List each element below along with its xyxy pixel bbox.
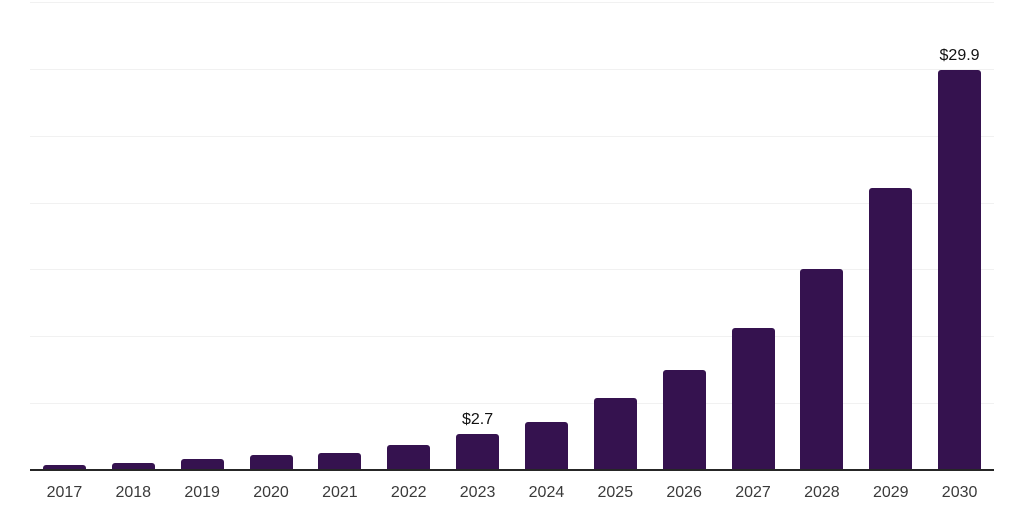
bar-2026: [662, 369, 706, 470]
x-tick-2021: 2021: [322, 484, 358, 501]
bar-2021: [318, 452, 362, 470]
bar-2022: [387, 444, 431, 470]
bar-2027: [731, 328, 775, 470]
bar-2030: [938, 70, 982, 470]
gridline-10: [30, 336, 994, 338]
x-tick-2017: 2017: [46, 484, 83, 501]
bar-2018: [111, 463, 155, 470]
x-tick-2022: 2022: [390, 484, 427, 501]
x-tick-2019: 2019: [184, 484, 220, 501]
x-axis-labels: 2017 2018 2019 2020 2021 2022 2023 2024 2025 2026…: [30, 483, 994, 503]
x-tick-2025: 2025: [597, 484, 634, 501]
bar-2028: [800, 269, 844, 470]
x-tick-2029: 2029: [872, 484, 909, 501]
gridline-20: [30, 202, 994, 204]
bar-2017: [42, 464, 86, 470]
bar-2024: [524, 421, 568, 470]
data-label-2030: $29.9: [939, 47, 980, 65]
x-tick-2024: 2024: [528, 484, 565, 501]
gridline-30: [30, 68, 994, 70]
x-tick-2026: 2026: [666, 484, 702, 501]
bar-2020: [249, 455, 293, 470]
gridline-25: [30, 135, 994, 137]
x-tick-2027: 2027: [735, 484, 771, 501]
plot-area: $2.7 $29.9: [30, 0, 994, 470]
x-tick-2030: 2030: [941, 484, 978, 501]
gridline-35: [30, 2, 994, 3]
data-label-2023: $2.7: [461, 410, 494, 428]
x-tick-2023: 2023: [459, 484, 496, 501]
gridline-15: [30, 269, 994, 271]
bar-2025: [593, 397, 637, 470]
bar-2019: [180, 459, 224, 470]
x-tick-2018: 2018: [115, 484, 152, 501]
x-tick-2020: 2020: [253, 484, 289, 501]
gridline-5: [30, 403, 994, 405]
x-tick-2028: 2028: [804, 484, 840, 501]
x-axis-line: [30, 469, 994, 471]
bar-2029: [869, 187, 913, 470]
bar-2023: [456, 433, 500, 470]
